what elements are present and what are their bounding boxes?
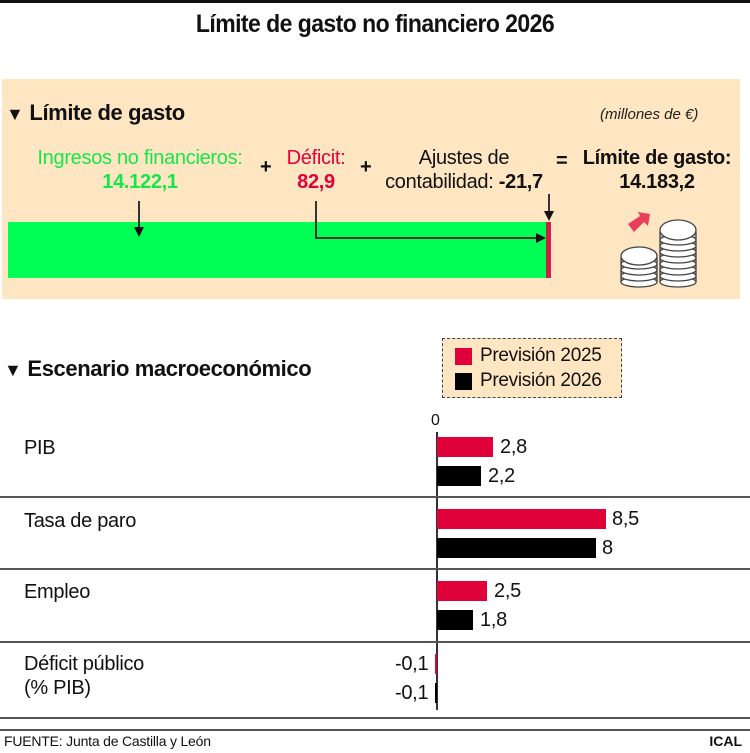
legend-swatch-black xyxy=(455,372,472,390)
row-separator xyxy=(0,717,750,719)
value-pib-2026: 2,2 xyxy=(488,465,515,487)
plus-sign-1: + xyxy=(260,156,272,178)
value-empleo-2026: 1,8 xyxy=(480,609,507,631)
arrow-right-icon xyxy=(536,233,546,243)
ingresos-arrow-line xyxy=(138,201,140,227)
equals-sign: = xyxy=(556,150,568,172)
bar-empleo-2026 xyxy=(437,610,473,630)
plus-sign-2: + xyxy=(360,156,372,178)
ingresos-block: Ingresos no financieros: 14.122,1 xyxy=(20,146,260,194)
deficit-bar xyxy=(546,222,551,278)
ingresos-label: Ingresos no financieros: xyxy=(37,147,243,169)
category-tasa-paro: Tasa de paro xyxy=(24,510,137,532)
row-separator xyxy=(0,641,750,643)
deficit-block: Déficit: 82,9 xyxy=(276,146,356,194)
value-empleo-2025: 2,5 xyxy=(494,580,521,602)
limit-heading-text: Límite de gasto xyxy=(29,100,185,125)
bar-paro-2025 xyxy=(437,509,606,529)
ajustes-label-1: Ajustes de xyxy=(418,147,510,169)
category-deficit-publico: Déficit público (% PIB) xyxy=(24,652,144,700)
limit-heading: ▼ Límite de gasto xyxy=(6,100,185,126)
bar-pib-2026 xyxy=(437,466,481,486)
macro-heading-text: Escenario macroeconómico xyxy=(27,356,312,381)
value-deficit-2026: -0,1 xyxy=(395,682,429,704)
triangle-down-icon: ▼ xyxy=(6,104,24,124)
ajustes-label-2: contabilidad: xyxy=(385,171,494,193)
arrow-down-icon xyxy=(134,227,144,237)
chart-legend: Previsión 2025 Previsión 2026 xyxy=(442,338,622,398)
triangle-down-icon: ▼ xyxy=(4,360,22,380)
ingresos-bar xyxy=(8,222,548,278)
bar-deficit-2026 xyxy=(435,683,437,703)
legend-label: Previsión 2025 xyxy=(480,345,602,366)
legend-item-2026: Previsión 2026 xyxy=(455,370,602,392)
legend-swatch-red xyxy=(455,347,472,365)
legend-label: Previsión 2026 xyxy=(480,370,602,391)
value-paro-2026: 8 xyxy=(602,537,613,559)
bar-paro-2026 xyxy=(437,538,596,558)
source-note: FUENTE: Junta de Castilla y León xyxy=(4,733,211,749)
arrow-down-icon xyxy=(544,211,554,221)
legend-item-2025: Previsión 2025 xyxy=(455,345,602,367)
limite-block: Límite de gasto: 14.183,2 xyxy=(574,146,740,194)
macro-heading: ▼ Escenario macroeconómico xyxy=(4,356,312,382)
bar-pib-2025 xyxy=(437,437,493,457)
ingresos-value: 14.122,1 xyxy=(102,171,178,193)
category-pib: PIB xyxy=(24,437,56,459)
page-title: Límite de gasto no financiero 2026 xyxy=(195,10,555,38)
bar-empleo-2025 xyxy=(437,581,487,601)
deficit-arrow-horizontal xyxy=(315,237,537,239)
value-deficit-2025: -0,1 xyxy=(395,653,429,675)
bar-deficit-2025 xyxy=(435,654,437,674)
category-deficit-line2: (% PIB) xyxy=(24,677,91,699)
ajustes-arrow-line xyxy=(548,194,550,212)
top-rule xyxy=(0,0,750,3)
ajustes-block: Ajustes de contabilidad: -21,7 xyxy=(376,146,552,194)
axis-zero-label: 0 xyxy=(431,412,440,429)
value-pib-2025: 2,8 xyxy=(500,436,527,458)
limite-value: 14.183,2 xyxy=(619,171,695,193)
value-paro-2025: 8,5 xyxy=(612,508,639,530)
deficit-label: Déficit: xyxy=(286,147,346,169)
ajustes-value: -21,7 xyxy=(498,171,543,193)
category-deficit-line1: Déficit público xyxy=(24,653,145,675)
row-separator xyxy=(0,568,750,570)
coins-stack-growth-icon xyxy=(620,212,697,288)
row-separator xyxy=(0,496,750,498)
deficit-value: 82,9 xyxy=(297,171,335,193)
limite-label: Límite de gasto: xyxy=(582,147,732,169)
category-empleo: Empleo xyxy=(24,581,91,603)
zero-axis xyxy=(436,432,438,710)
deficit-arrow-line xyxy=(315,201,317,238)
brand-label: ICAL xyxy=(709,733,742,749)
units-label: (millones de €) xyxy=(600,106,699,123)
row-separator xyxy=(0,729,750,731)
